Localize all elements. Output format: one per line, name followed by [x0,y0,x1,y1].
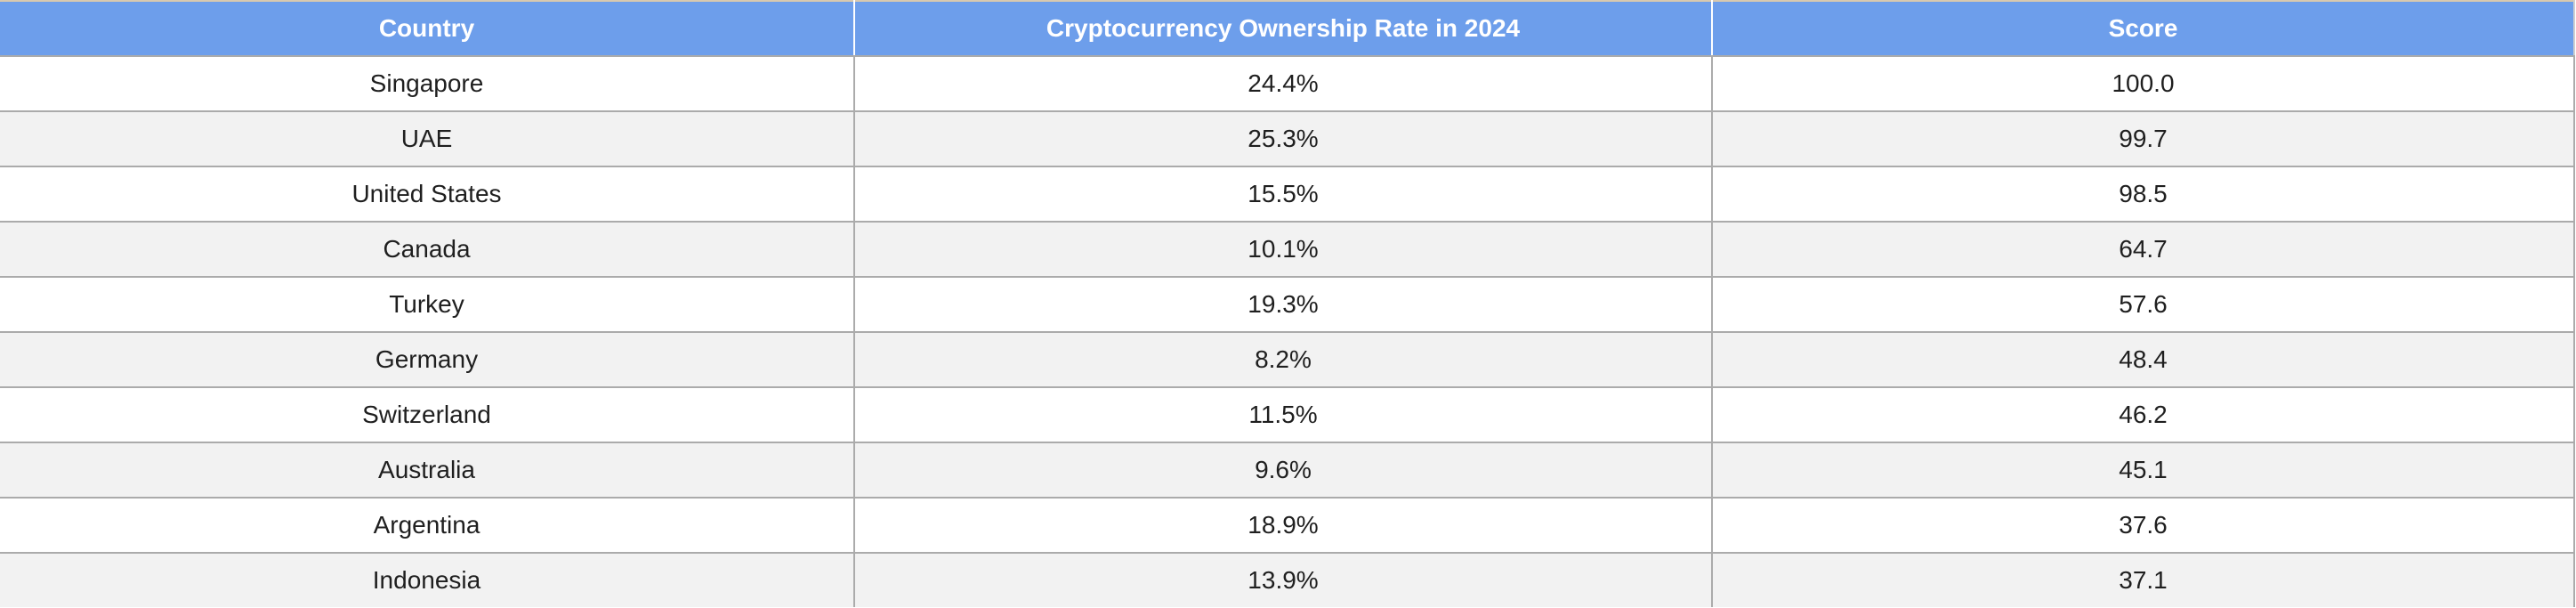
table-cell: 48.4 [1712,332,2575,388]
table-cell: Indonesia [0,553,855,607]
header-row: Country Cryptocurrency Ownership Rate in… [0,0,2575,57]
column-header-country: Country [0,0,855,57]
table-cell: 18.9% [854,498,1713,554]
table-cell: 8.2% [854,332,1713,388]
table-cell: UAE [0,111,855,167]
table-cell: Germany [0,332,855,388]
table-row: Switzerland 11.5% 46.2 [0,387,2575,443]
table-row: UAE 25.3% 99.7 [0,111,2575,167]
table-cell: Switzerland [0,387,855,443]
table-cell: Canada [0,222,855,278]
table-row: United States 15.5% 98.5 [0,166,2575,223]
table-cell: Australia [0,442,855,499]
table-cell: 19.3% [854,277,1713,333]
column-header-score: Score [1712,0,2575,57]
table-header: Country Cryptocurrency Ownership Rate in… [0,0,2575,57]
table-cell: 15.5% [854,166,1713,223]
table-cell: 24.4% [854,56,1713,112]
table-cell: Singapore [0,56,855,112]
table-cell: Argentina [0,498,855,554]
table-cell: 57.6 [1712,277,2575,333]
table-cell: 98.5 [1712,166,2575,223]
table-body: Singapore 24.4% 100.0 UAE 25.3% 99.7 United St… [0,56,2575,607]
table-cell: 13.9% [854,553,1713,607]
table-cell: 45.1 [1712,442,2575,499]
table-cell: 46.2 [1712,387,2575,443]
table-cell: Turkey [0,277,855,333]
table-row: Australia 9.6% 45.1 [0,442,2575,499]
table-row: Argentina 18.9% 37.6 [0,498,2575,554]
column-header-ownership-rate: Cryptocurrency Ownership Rate in 2024 [854,0,1713,57]
table-cell: 25.3% [854,111,1713,167]
table-row: Germany 8.2% 48.4 [0,332,2575,388]
table-cell: 100.0 [1712,56,2575,112]
table-cell: 11.5% [854,387,1713,443]
table-cell: 9.6% [854,442,1713,499]
table-cell: 37.6 [1712,498,2575,554]
table-cell: 64.7 [1712,222,2575,278]
table-row: Indonesia 13.9% 37.1 [0,553,2575,607]
table-cell: United States [0,166,855,223]
table-cell: 10.1% [854,222,1713,278]
table-row: Canada 10.1% 64.7 [0,222,2575,278]
table-row: Turkey 19.3% 57.6 [0,277,2575,333]
table-cell: 37.1 [1712,553,2575,607]
table-cell: 99.7 [1712,111,2575,167]
table-row: Singapore 24.4% 100.0 [0,56,2575,112]
